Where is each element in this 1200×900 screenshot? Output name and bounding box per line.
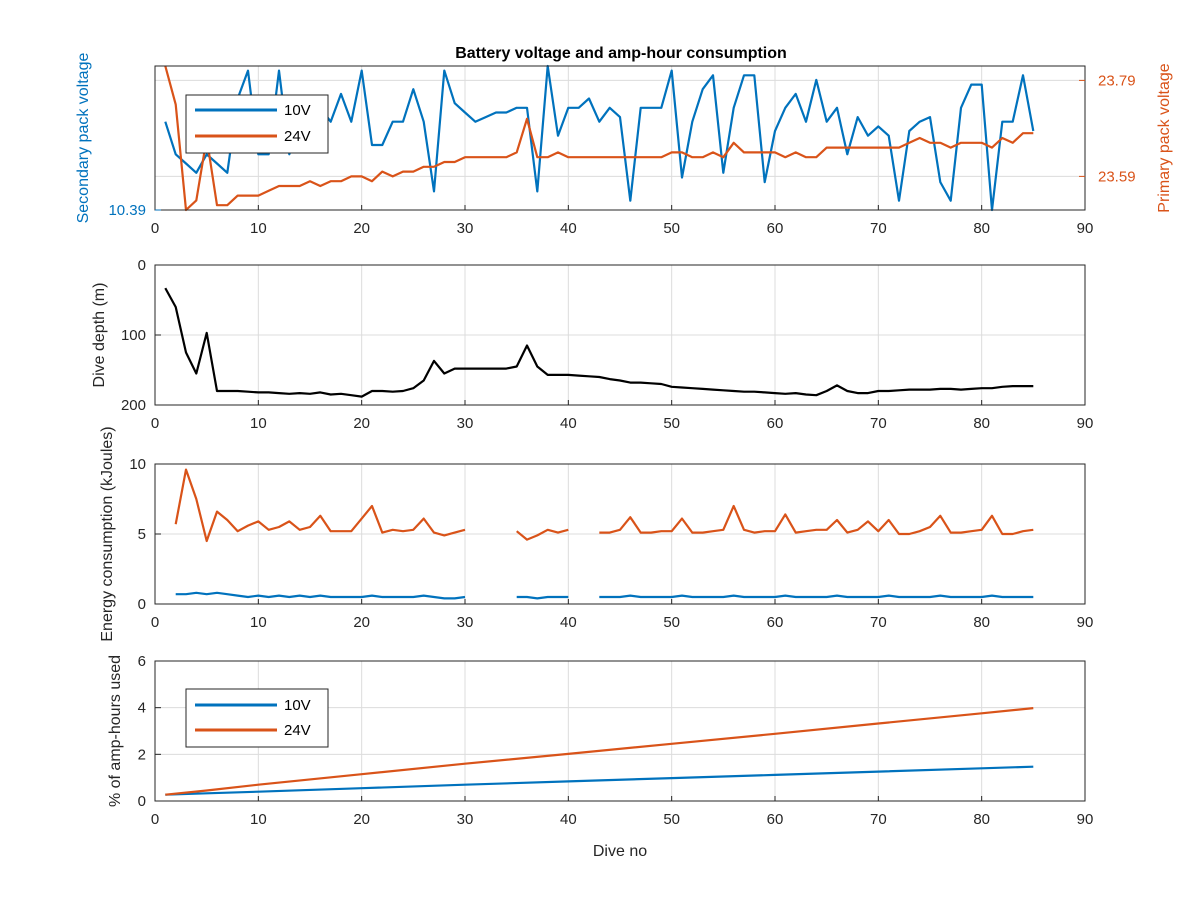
x-tick-label: 90: [1077, 811, 1094, 828]
x-tick-label: 0: [151, 614, 159, 631]
amp-hours-legend-box: [185, 688, 329, 748]
x-tick-label: 60: [767, 811, 784, 828]
x-tick-label: 60: [767, 220, 784, 237]
x-tick-label: 20: [353, 614, 370, 631]
x-tick-label: 50: [663, 220, 680, 237]
x-tick-label: 40: [560, 415, 577, 432]
y-tick-label: 0: [138, 793, 146, 810]
x-tick-label: 40: [560, 614, 577, 631]
y-tick-label: 10: [129, 456, 146, 473]
x-axis-label: Dive no: [593, 843, 647, 860]
x-tick-label: 20: [353, 415, 370, 432]
depth-grid: [155, 265, 1085, 405]
x-tick-label: 40: [560, 220, 577, 237]
y-tick-label: 100: [121, 327, 146, 344]
voltage-ticks: 0 10 20 30 40 50 60 70 80 90 10.39 23.59 23.79: [108, 72, 1135, 237]
legend-label-10v: 10V: [284, 102, 311, 119]
x-tick-label: 10: [250, 220, 267, 237]
energy-lines: [174, 468, 1034, 600]
depth-ticks: 0 10 20 30 40 50 60 70 80 90 0 100 200: [121, 257, 1093, 432]
x-tick-label: 70: [870, 614, 887, 631]
amp-hours-panel: 0 10 20 30 40 50 60 70 80 90 0 2 4 6 % of amp-hours u…: [107, 653, 1093, 860]
energy-ticks: 0 10 20 30 40 50 60 70 80 90 0 5 10: [129, 456, 1093, 631]
y-tick-label: 10.39: [108, 202, 146, 219]
energy-grid: [155, 464, 1085, 604]
y-tick-label: 200: [121, 397, 146, 414]
x-tick-label: 30: [457, 811, 474, 828]
x-tick-label: 10: [250, 811, 267, 828]
voltage-legend: 10V 24V: [185, 94, 329, 154]
y-tick-label: 5: [138, 526, 146, 543]
x-tick-label: 50: [663, 811, 680, 828]
secondary-voltage-axis-label: Secondary pack voltage: [75, 53, 92, 224]
x-tick-label: 30: [457, 220, 474, 237]
x-tick-label: 60: [767, 614, 784, 631]
y-tick-label: 0: [138, 257, 146, 274]
series-line-segment: [175, 591, 466, 600]
x-tick-label: 0: [151, 811, 159, 828]
voltage-axes-box: [154, 65, 1086, 211]
x-tick-label: 70: [870, 415, 887, 432]
x-tick-label: 40: [560, 811, 577, 828]
x-tick-label: 50: [663, 415, 680, 432]
series-line-segment: [174, 468, 466, 543]
amp-hours-axes-box: [154, 660, 1086, 802]
amp-hours-legend: 10V 24V: [185, 688, 329, 748]
legend-label-10v: 10V: [284, 697, 311, 714]
series-line-24v: [165, 707, 1034, 796]
energy-axis-label: Energy consumption (kJoules): [99, 426, 116, 641]
x-tick-label: 0: [151, 220, 159, 237]
x-tick-label: 80: [973, 220, 990, 237]
primary-voltage-axis-label: Primary pack voltage: [1156, 63, 1173, 212]
x-tick-label: 10: [250, 614, 267, 631]
x-tick-label: 0: [151, 415, 159, 432]
voltage-panel: 0 10 20 30 40 50 60 70 80 90 10.39 23.59 23.79 Secon…: [75, 53, 1173, 237]
y-tick-label: 4: [138, 700, 146, 717]
legend-label-24v: 24V: [284, 722, 311, 739]
y-tick-label: 23.79: [1098, 72, 1136, 89]
x-tick-label: 60: [767, 415, 784, 432]
series-line-segment: [516, 528, 569, 541]
series-line-0: [164, 287, 1034, 398]
series-line-10v: [165, 765, 1034, 796]
legend-label-24v: 24V: [284, 128, 311, 145]
voltage-legend-box: [185, 94, 329, 154]
voltage-grid: [155, 66, 1085, 210]
chart-title: Battery voltage and amp-hour consumption: [455, 45, 787, 62]
depth-panel: 0 10 20 30 40 50 60 70 80 90 0 100 200 Dive depth (m…: [91, 257, 1093, 432]
x-tick-label: 80: [973, 415, 990, 432]
series-line-segment: [516, 595, 569, 600]
x-tick-label: 90: [1077, 614, 1094, 631]
series-line-segment: [599, 504, 1034, 536]
x-tick-label: 20: [353, 811, 370, 828]
series-line-segment: [599, 594, 1034, 599]
y-tick-label: 23.59: [1098, 168, 1136, 185]
x-tick-label: 70: [870, 811, 887, 828]
x-tick-label: 80: [973, 614, 990, 631]
x-tick-label: 90: [1077, 220, 1094, 237]
amp-hours-ticks: 0 10 20 30 40 50 60 70 80 90 0 2 4 6: [138, 653, 1094, 828]
x-tick-label: 30: [457, 614, 474, 631]
x-tick-label: 90: [1077, 415, 1094, 432]
x-tick-label: 50: [663, 614, 680, 631]
depth-axis-label: Dive depth (m): [91, 283, 108, 388]
x-tick-label: 70: [870, 220, 887, 237]
y-tick-label: 6: [138, 653, 146, 670]
x-tick-label: 10: [250, 415, 267, 432]
amp-hours-lines: [165, 707, 1034, 796]
amp-hours-axis-label: % of amp-hours used: [107, 655, 124, 807]
y-tick-label: 0: [138, 596, 146, 613]
y-tick-label: 2: [138, 746, 146, 763]
x-tick-label: 80: [973, 811, 990, 828]
x-tick-label: 30: [457, 415, 474, 432]
depth-lines: [164, 287, 1034, 398]
energy-panel: 0 10 20 30 40 50 60 70 80 90 0 5 10 Energy consumpti…: [99, 426, 1093, 641]
x-tick-label: 20: [353, 220, 370, 237]
series-line-24v: [164, 65, 1034, 212]
